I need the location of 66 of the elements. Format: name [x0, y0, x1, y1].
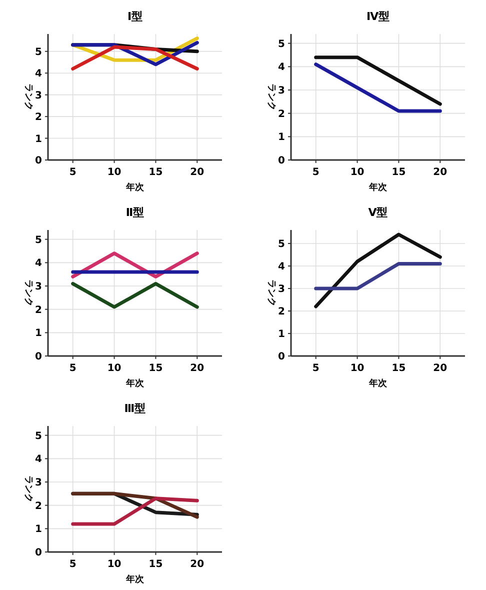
y-tick-label: 0: [278, 352, 286, 362]
y-tick-label: 0: [35, 548, 42, 558]
y-tick-label: 4: [278, 62, 286, 74]
y-axis-title: ランク: [266, 84, 276, 110]
x-axis-title: 年次: [368, 182, 388, 193]
x-tick-label: 20: [190, 559, 204, 570]
y-tick-label: 5: [278, 38, 286, 50]
y-tick-label: 1: [35, 134, 42, 145]
chart-title: Ⅰ型: [127, 10, 143, 23]
y-tick-label: 4: [35, 68, 42, 80]
x-tick-label: 15: [148, 167, 163, 178]
y-tick-label: 0: [35, 156, 42, 166]
y-tick-label: 2: [278, 306, 286, 318]
x-tick-label: 20: [190, 167, 204, 178]
y-axis-title: ランク: [23, 280, 33, 306]
y-tick-label: 3: [278, 86, 286, 96]
x-tick-label: 10: [107, 363, 122, 374]
y-axis-title: ランク: [23, 476, 33, 502]
y-tick-label: 3: [35, 478, 42, 488]
x-tick-label: 5: [69, 559, 76, 570]
x-tick-label: 20: [433, 167, 448, 178]
y-tick-label: 0: [278, 156, 286, 166]
y-tick-label: 1: [278, 329, 286, 340]
x-axis-title: 年次: [125, 182, 145, 193]
y-tick-label: 5: [35, 234, 42, 246]
y-tick-label: 4: [35, 454, 42, 466]
x-tick-label: 5: [312, 363, 320, 374]
y-tick-label: 1: [35, 524, 42, 536]
x-tick-label: 15: [392, 167, 406, 178]
x-tick-label: 15: [148, 363, 163, 374]
y-tick-label: 2: [35, 500, 42, 512]
x-tick-label: 10: [350, 167, 364, 178]
y-tick-label: 1: [35, 328, 42, 340]
y-tick-label: 2: [35, 112, 42, 124]
x-axis-title: 年次: [125, 378, 145, 389]
chart-title: Ⅳ型: [366, 10, 390, 23]
x-tick-label: 20: [190, 363, 204, 374]
x-tick-label: 10: [107, 167, 122, 178]
y-tick-label: 4: [278, 262, 286, 272]
y-tick-label: 4: [35, 258, 42, 270]
chart-title: Ⅱ型: [126, 206, 144, 219]
line-series: [314, 232, 442, 308]
y-axis-title: ランク: [23, 84, 33, 110]
x-tick-label: 5: [312, 167, 320, 178]
x-tick-label: 15: [148, 559, 163, 570]
y-tick-label: 3: [35, 90, 42, 102]
chart-title: Ⅴ型: [368, 206, 388, 219]
y-tick-label: 5: [35, 46, 42, 58]
y-tick-label: 2: [35, 304, 42, 316]
x-tick-label: 5: [69, 167, 76, 178]
x-tick-label: 5: [69, 363, 76, 374]
y-tick-label: 3: [278, 284, 286, 295]
y-tick-label: 1: [278, 132, 286, 144]
y-tick-label: 5: [278, 239, 286, 250]
y-tick-label: 2: [278, 108, 286, 120]
x-tick-label: 10: [107, 559, 122, 570]
y-tick-label: 5: [35, 430, 42, 442]
x-tick-label: 15: [392, 363, 406, 374]
x-axis-title: 年次: [368, 378, 388, 389]
x-tick-label: 10: [350, 363, 364, 374]
chart-title: Ⅲ型: [124, 402, 146, 415]
x-tick-label: 20: [433, 363, 448, 374]
y-tick-label: 0: [35, 352, 42, 362]
y-tick-label: 3: [35, 282, 42, 292]
x-axis-title: 年次: [125, 574, 145, 585]
y-axis-title: ランク: [266, 280, 276, 306]
